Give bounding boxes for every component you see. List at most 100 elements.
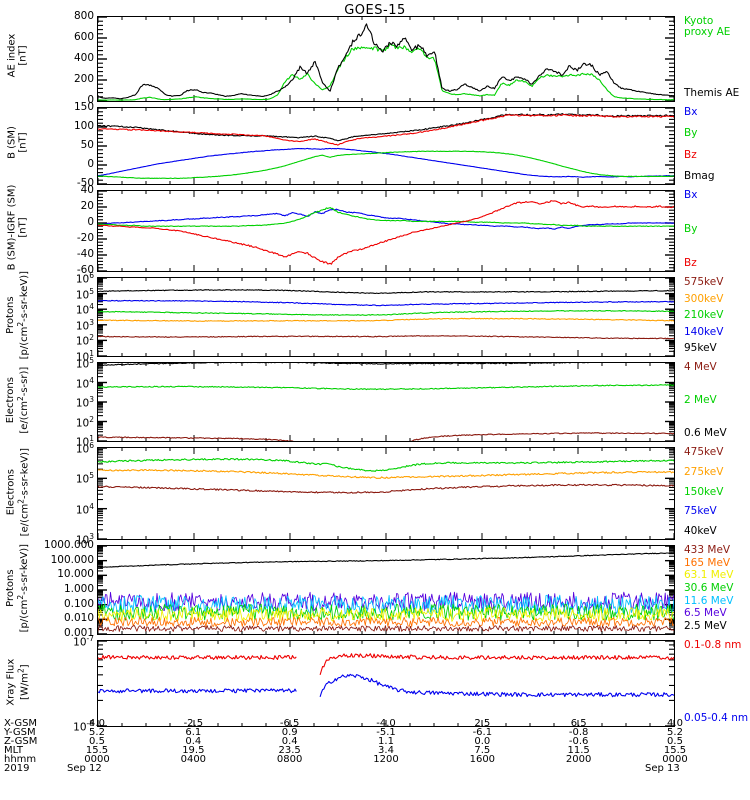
y-tick-label: 0 — [87, 158, 94, 170]
axis-value-hhmm: 0800 — [276, 754, 303, 765]
axis-row-name: Z-GSM — [4, 736, 38, 747]
legend-label: 0.05-0.4 nm — [684, 712, 749, 724]
panel-canvas-ae-index — [98, 17, 674, 101]
axis-value-hhmm: 0400 — [180, 754, 207, 765]
legend-label: Bx — [684, 189, 698, 201]
axis-value-hhmm: 2000 — [565, 754, 592, 765]
legend-label: Kyoto proxy AE — [684, 15, 731, 39]
axis-value-z-gsm: 0.4 — [281, 736, 298, 747]
axis-value-z-gsm: 0.0 — [474, 736, 491, 747]
axis-value-x-gsm: -6.5 — [279, 718, 300, 729]
axis-value-x-gsm: -2.5 — [183, 718, 204, 729]
y-tick-label: 800 — [73, 10, 94, 22]
legend-label: 150keV — [684, 485, 724, 498]
axis-row-name: 2019 — [4, 763, 30, 774]
panel-frame — [97, 640, 675, 727]
axis-value-y-gsm: 0.9 — [281, 727, 298, 738]
panel-canvas-xray-flux — [98, 641, 674, 726]
axis-value-mlt: 23.5 — [278, 745, 301, 756]
panel-frame — [97, 107, 675, 185]
axis-value-y-gsm: -5.1 — [376, 727, 396, 738]
legend-label: Themis AE — [684, 87, 740, 99]
legend-label: 165 MeV — [684, 556, 731, 569]
y-tick-label: 105 — [75, 471, 94, 486]
y-tick-label: 400 — [73, 52, 94, 64]
plot-panel-b-sm-minus-igrf — [97, 190, 675, 272]
axis-value-z-gsm: -0.6 — [568, 736, 589, 747]
y-axis-label: Xray Flux [W/m2] — [4, 658, 30, 706]
panel-canvas-protons-kev — [98, 278, 674, 356]
y-tick-label: 101 — [75, 349, 94, 364]
y-tick-label: -60 — [76, 264, 94, 276]
y-tick-label: 10-7 — [73, 634, 94, 649]
panel-frame — [97, 277, 675, 357]
axis-value-mlt: 15.5 — [85, 745, 109, 756]
y-tick-label: 100 — [73, 120, 94, 132]
legend-label: By — [684, 223, 698, 235]
legend-label: 475keV — [684, 446, 724, 458]
axis-value-y-gsm: 5.2 — [667, 727, 683, 738]
y-tick-label: 103 — [75, 532, 94, 547]
y-tick-label: -20 — [76, 232, 94, 244]
legend-label: 2.5 MeV — [684, 620, 727, 632]
axis-value-hhmm: 1600 — [469, 754, 496, 765]
y-tick-label: 104 — [75, 302, 94, 317]
legend-label: 40keV — [684, 525, 717, 537]
axis-value-mlt: 3.4 — [378, 745, 394, 756]
axis-value-hhmm: 0000 — [662, 754, 688, 765]
axis-value-z-gsm: 0.4 — [185, 736, 202, 747]
y-tick-label: 0 — [87, 216, 94, 228]
plot-panel-b-sm — [97, 107, 675, 185]
legend-label: 210keV — [684, 309, 724, 321]
y-tick-label: 104 — [75, 375, 94, 391]
y-tick-label: 103 — [75, 395, 94, 410]
axis-value-z-gsm: 0.5 — [667, 736, 683, 747]
axis-value-hhmm: 0000 — [84, 754, 110, 765]
legend-label: 300keV — [684, 292, 724, 305]
axis-value-x-gsm: 4.0 — [89, 718, 105, 729]
legend-label: 63.1 MeV — [684, 569, 734, 582]
axis-value-mlt: 11.5 — [567, 745, 590, 756]
axis-value-z-gsm: 1.1 — [378, 736, 394, 747]
y-tick-label: 50 — [80, 139, 94, 151]
axis-value-x-gsm: 4.0 — [667, 718, 683, 729]
panel-frame — [97, 190, 675, 272]
legend-label: 75keV — [684, 505, 717, 518]
legend-label: 0.6 MeV — [684, 427, 727, 439]
axis-value-date: Sep 13 — [645, 763, 680, 774]
y-tick-label: 102 — [75, 414, 94, 430]
axis-value-mlt: 19.5 — [182, 745, 205, 756]
legend-label: 433 MeV — [684, 544, 731, 556]
legend-label: Bz — [684, 148, 697, 161]
y-tick-label: -50 — [76, 177, 94, 189]
legend-label: 275keV — [684, 465, 724, 478]
panel-frame — [97, 362, 675, 442]
plot-panel-electrons-mev — [97, 362, 675, 442]
axis-row-name: Y-GSM — [4, 727, 36, 738]
axis-value-y-gsm: 5.2 — [89, 727, 105, 738]
y-tick-label: 106 — [75, 271, 94, 286]
y-tick-label: 0 — [87, 94, 94, 106]
legend-label: By — [684, 127, 698, 140]
y-tick-label: 101 — [75, 434, 94, 449]
y-tick-label: 100.000 — [50, 553, 94, 566]
panel-frame — [97, 16, 675, 102]
y-tick-label: 106 — [75, 441, 94, 456]
y-tick-label: 105 — [75, 286, 94, 302]
axis-value-mlt: 15.5 — [663, 745, 687, 756]
axis-value-x-gsm: 6.5 — [570, 718, 587, 729]
legend-label: 4 MeV — [684, 361, 717, 373]
axis-row-name: MLT — [4, 745, 23, 756]
axis-row-name: X-GSM — [4, 718, 38, 729]
y-tick-label: -40 — [76, 248, 94, 260]
axis-value-mlt: 7.5 — [474, 745, 491, 756]
legend-label: Bx — [684, 106, 698, 118]
legend-label: 6.5 MeV — [684, 607, 727, 620]
plot-panel-ae-index — [97, 16, 675, 102]
y-tick-label: 105 — [75, 356, 94, 371]
panel-canvas-electrons-mev — [98, 363, 674, 441]
axis-value-x-gsm: 2.5 — [474, 718, 491, 729]
axis-value-y-gsm: -6.1 — [472, 727, 493, 738]
plot-panel-protons-kev — [97, 277, 675, 357]
